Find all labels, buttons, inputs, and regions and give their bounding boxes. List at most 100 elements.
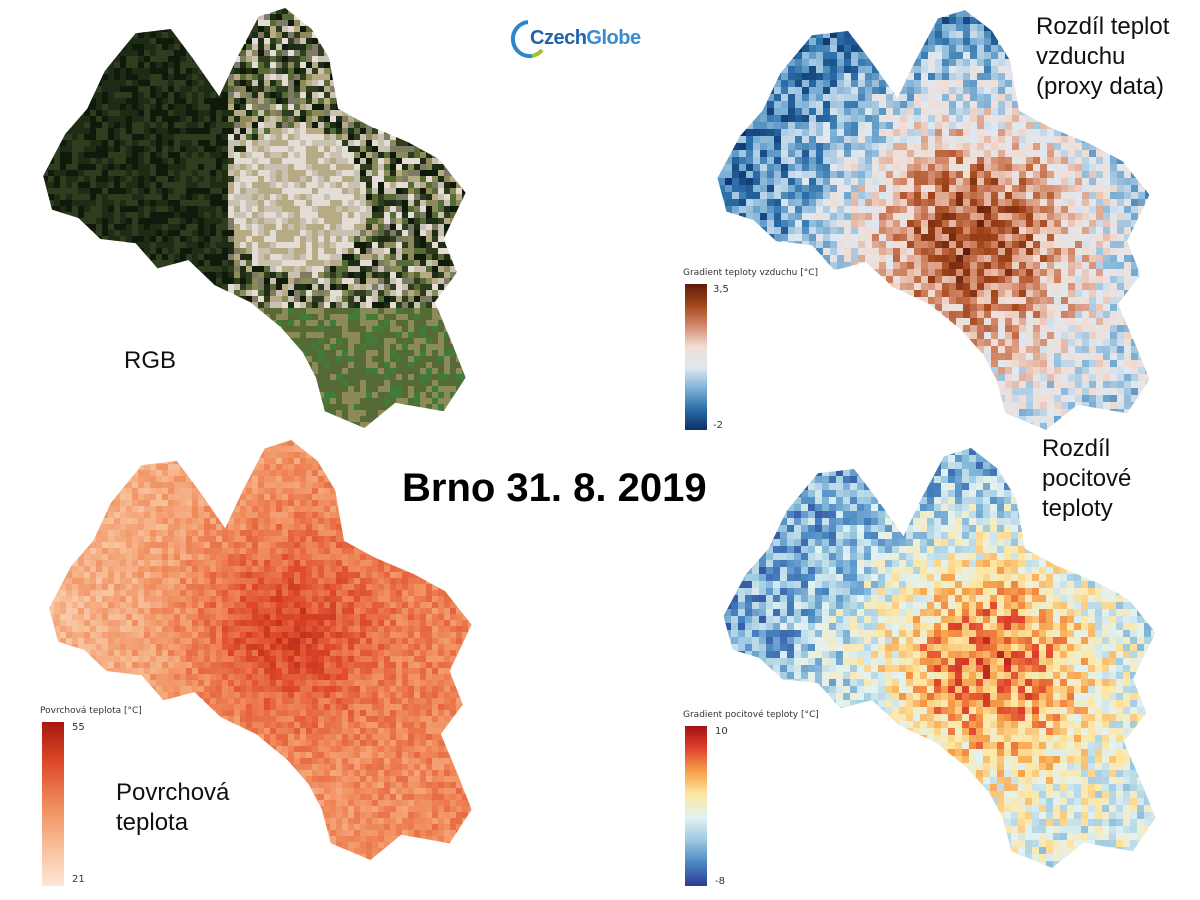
raster-cell [72, 140, 79, 147]
raster-cell [384, 98, 391, 105]
raster-cell [372, 254, 379, 261]
raster-cell [384, 320, 391, 327]
raster-cell [84, 362, 91, 369]
raster-cell [180, 32, 187, 39]
raster-cell [168, 140, 175, 147]
raster-cell [456, 368, 463, 375]
raster-cell [144, 32, 151, 39]
raster-cell [354, 140, 361, 147]
raster-cell [168, 224, 175, 231]
raster-cell [102, 146, 109, 153]
raster-cell [252, 200, 259, 207]
raster-cell [210, 218, 217, 225]
raster-cell [372, 32, 379, 39]
raster-cell [426, 392, 433, 399]
raster-cell [432, 146, 439, 153]
raster-cell [96, 176, 103, 183]
raster-cell [114, 338, 121, 345]
raster-cell [306, 242, 313, 249]
raster-cell [312, 236, 319, 243]
raster-cell [264, 110, 271, 117]
raster-cell [408, 116, 415, 123]
raster-cell [48, 356, 55, 363]
raster-cell [360, 26, 367, 33]
raster-cell [342, 20, 349, 27]
raster-cell [390, 56, 397, 63]
raster-cell [36, 38, 43, 45]
raster-cell [324, 38, 331, 45]
raster-cell [192, 398, 199, 405]
raster-cell [456, 308, 463, 315]
raster-cell [252, 374, 259, 381]
raster-cell [414, 254, 421, 261]
raster-cell [84, 134, 91, 141]
raster-cell [30, 14, 37, 21]
raster-cell [132, 86, 139, 93]
raster-cell [258, 332, 265, 339]
raster-cell [192, 296, 199, 303]
raster-cell [282, 260, 289, 267]
raster-cell [246, 398, 253, 405]
raster-cell [354, 248, 361, 255]
raster-cell [156, 164, 163, 171]
raster-cell [258, 62, 265, 69]
raster-cell [84, 380, 91, 387]
raster-cell [282, 296, 289, 303]
raster-cell [126, 230, 133, 237]
raster-cell [456, 356, 463, 363]
raster-cell [144, 104, 151, 111]
raster-cell [456, 116, 463, 123]
raster-cell [132, 8, 139, 15]
raster-cell [366, 68, 373, 75]
raster-cell [456, 266, 463, 273]
raster-cell [276, 176, 283, 183]
raster-cell [396, 386, 403, 393]
raster-cell [144, 20, 151, 27]
raster-cell [96, 158, 103, 165]
raster-cell [384, 206, 391, 213]
raster-cell [210, 224, 217, 231]
raster-cell [114, 194, 121, 201]
raster-cell [96, 314, 103, 321]
raster-cell [120, 104, 127, 111]
raster-cell [366, 356, 373, 363]
raster-cell [300, 20, 307, 27]
raster-cell [180, 68, 187, 75]
raster-cell [360, 284, 367, 291]
raster-cell [132, 254, 139, 261]
raster-cell [390, 380, 397, 387]
raster-cell [432, 110, 439, 117]
raster-cell [240, 404, 247, 411]
raster-cell [348, 104, 355, 111]
raster-cell [306, 50, 313, 57]
raster-cell [222, 14, 229, 21]
raster-cell [228, 284, 235, 291]
raster-cell [258, 158, 265, 165]
raster-cell [264, 80, 271, 87]
raster-cell [276, 278, 283, 285]
raster-cell [408, 314, 415, 321]
raster-cell [174, 188, 181, 195]
raster-cell [414, 272, 421, 279]
raster-cell [420, 14, 427, 21]
raster-cell [216, 200, 223, 207]
raster-cell [60, 236, 67, 243]
raster-cell [312, 44, 319, 51]
raster-cell [60, 218, 67, 225]
raster-cell [222, 248, 229, 255]
raster-cell [264, 20, 271, 27]
raster-cell [468, 302, 475, 309]
raster-cell [216, 104, 223, 111]
raster-cell [354, 254, 361, 261]
raster-cell [420, 356, 427, 363]
raster-cell [390, 92, 397, 99]
raster-cell [438, 110, 445, 117]
raster-cell [72, 116, 79, 123]
raster-cell [366, 194, 373, 201]
raster-cell [54, 44, 61, 51]
raster-cell [252, 356, 259, 363]
raster-cell [426, 164, 433, 171]
raster-cell [348, 224, 355, 231]
raster-cell [156, 410, 163, 417]
raster-cell [372, 38, 379, 45]
